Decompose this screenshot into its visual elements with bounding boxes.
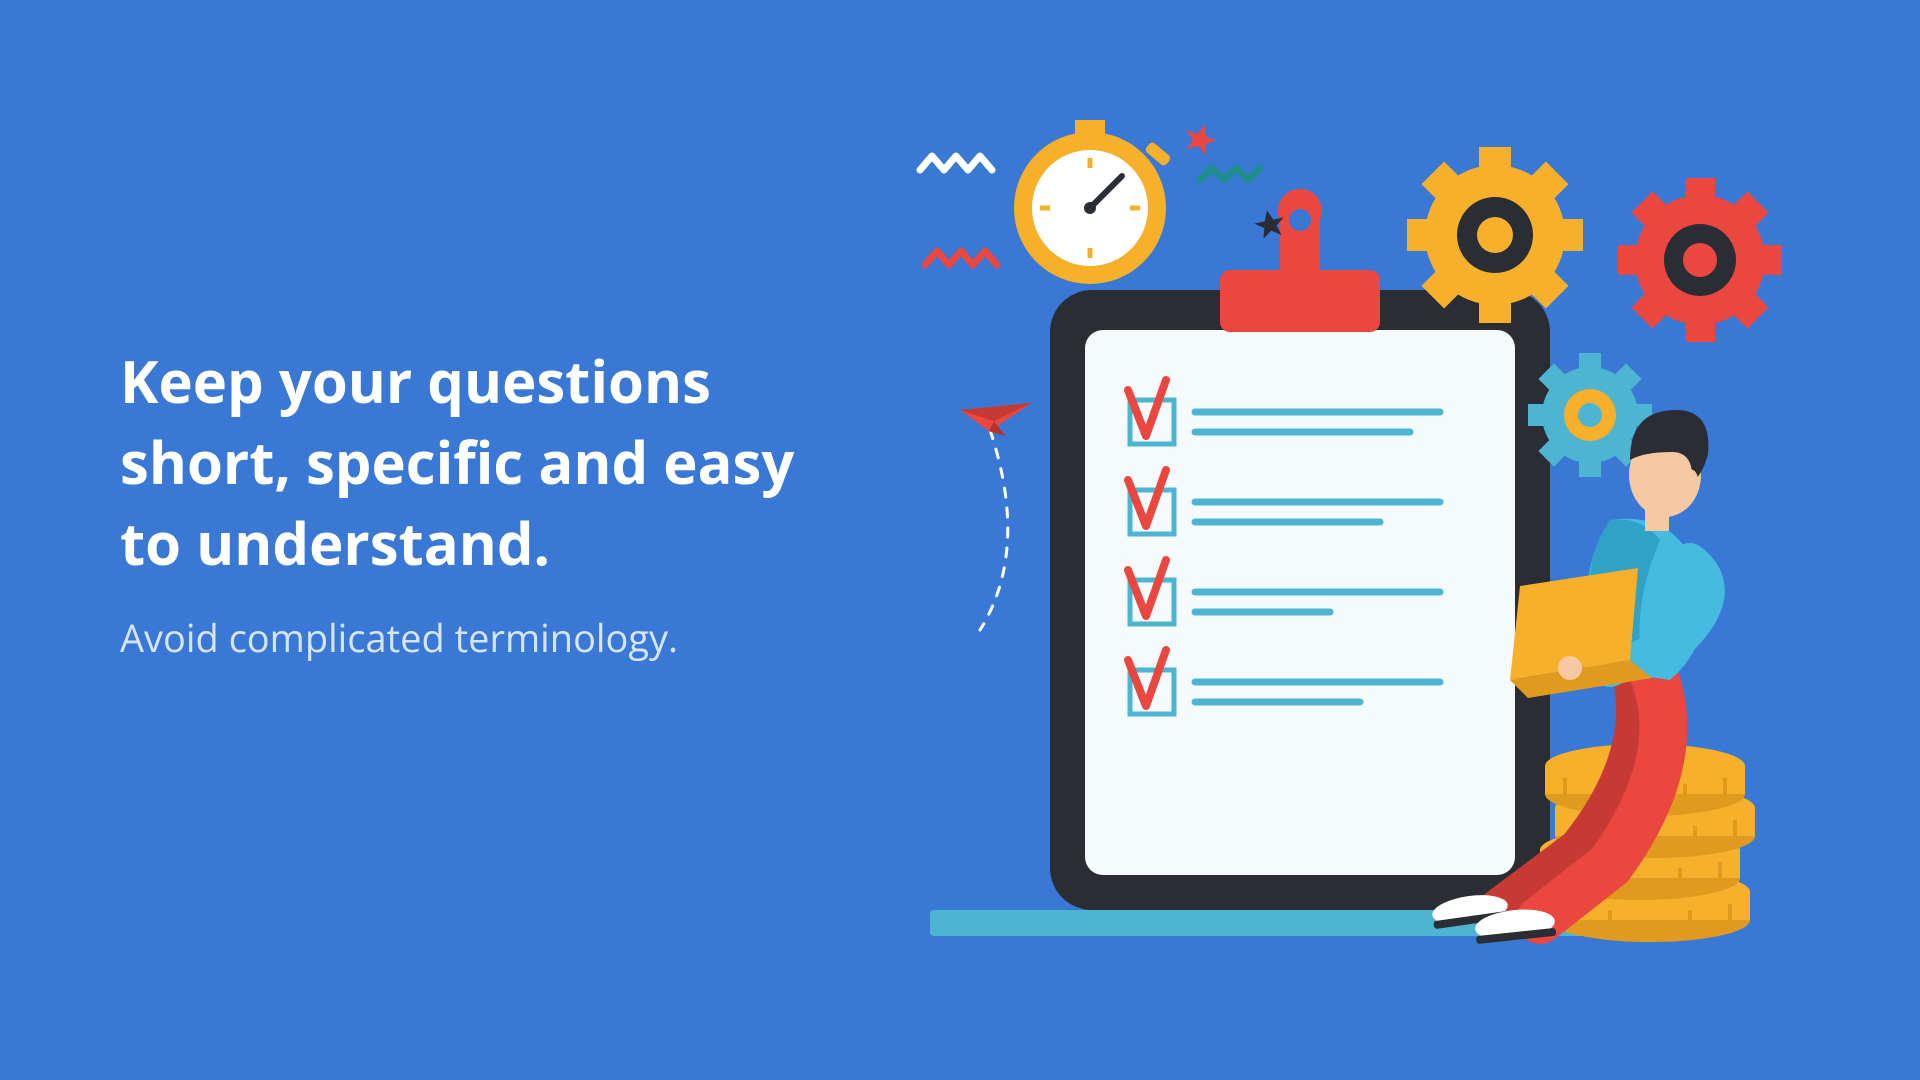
gear-red-icon — [1618, 178, 1782, 342]
infographic-illustration — [870, 120, 1870, 1020]
laptop-icon — [1510, 568, 1652, 698]
star-red-icon — [1181, 120, 1220, 157]
stopwatch-icon — [1014, 120, 1172, 284]
slide-canvas: Keep your questions short, specific and … — [0, 0, 1920, 1080]
clipboard-clip-icon — [1220, 189, 1380, 332]
paper-plane-icon — [960, 386, 1039, 448]
headline-text: Keep your questions short, specific and … — [120, 340, 800, 584]
subline-text: Avoid complicated terminology. — [120, 612, 800, 664]
gear-yellow-icon — [1407, 147, 1583, 323]
squiggle-white-icon — [920, 156, 992, 170]
squiggle-teal-icon — [1200, 168, 1260, 180]
squiggle-red-icon — [925, 251, 997, 265]
text-block: Keep your questions short, specific and … — [120, 340, 800, 664]
plane-trail-icon — [980, 430, 1008, 630]
